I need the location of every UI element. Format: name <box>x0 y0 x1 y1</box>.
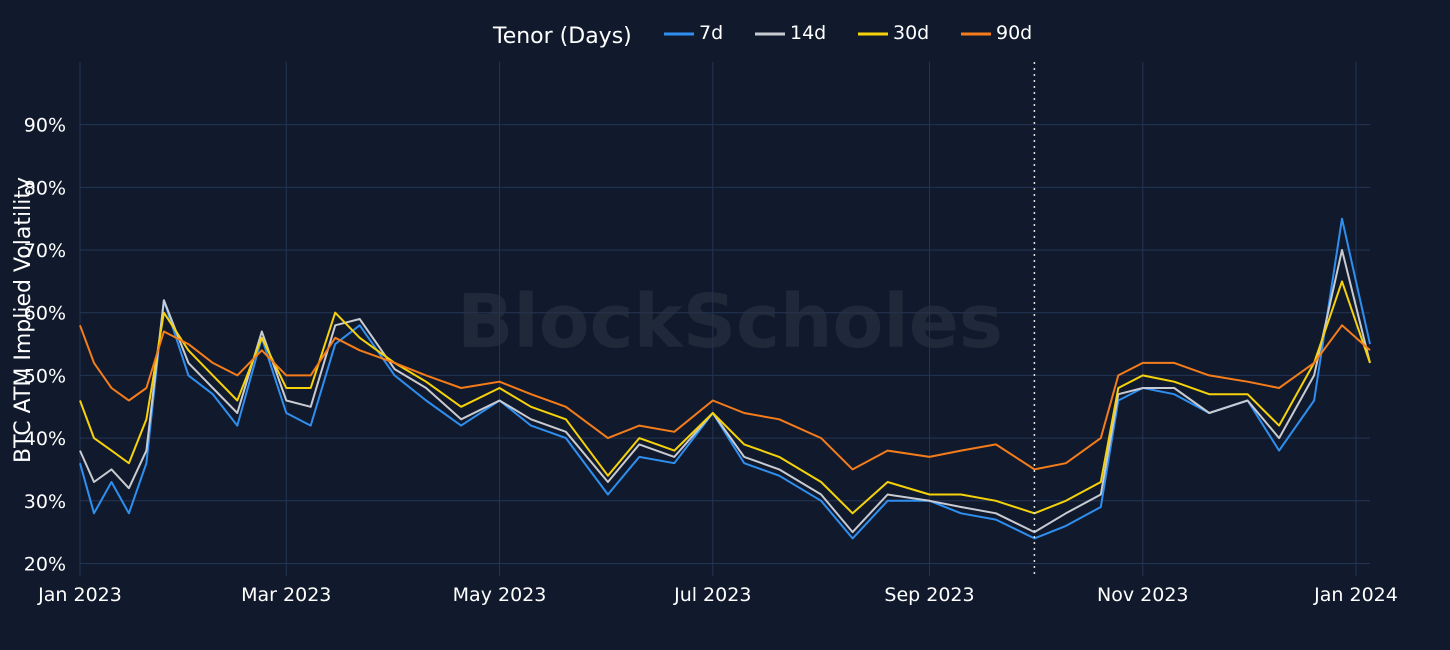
legend-item-90d[interactable]: 90d <box>961 22 1032 44</box>
x-tick-label: Jan 2023 <box>37 584 122 606</box>
y-tick-label: 70% <box>24 240 66 262</box>
legend-item-7d[interactable]: 7d <box>664 22 723 44</box>
x-tick-label: May 2023 <box>453 584 547 606</box>
legend-label: 14d <box>790 22 826 44</box>
legend-label: 7d <box>699 22 723 44</box>
x-tick-label: Sep 2023 <box>884 584 974 606</box>
legend[interactable]: Tenor (Days) 7d 14d 30d 90d <box>492 22 1032 49</box>
y-tick-label: 50% <box>24 365 66 387</box>
x-tick-label: Nov 2023 <box>1097 584 1188 606</box>
legend-items[interactable]: 7d 14d 30d 90d <box>664 22 1032 44</box>
y-tick-label: 30% <box>24 491 66 513</box>
legend-label: 90d <box>996 22 1032 44</box>
series-line-7d <box>79 217 1371 540</box>
series-layer <box>79 62 1371 576</box>
legend-item-14d[interactable]: 14d <box>755 22 826 44</box>
legend-title: Tenor (Days) <box>492 24 632 49</box>
legend-label: 30d <box>893 22 929 44</box>
y-axis-title: BTC ATM Implied Volatility <box>11 177 36 463</box>
axis-layer: 20% 30% 40% 50% 60% 70% 80% 90% Jan 2023 Mar 2023… <box>24 115 1398 606</box>
y-tick-label: 60% <box>24 303 66 325</box>
watermark: BlockScholes <box>457 279 1003 365</box>
x-tick-label: Mar 2023 <box>241 584 331 606</box>
y-tick-label: 80% <box>24 177 66 199</box>
y-tick-label: 40% <box>24 428 66 450</box>
legend-item-30d[interactable]: 30d <box>858 22 929 44</box>
series-line-14d <box>79 249 1371 534</box>
y-tick-label: 90% <box>24 115 66 137</box>
series-line-30d <box>79 280 1371 515</box>
x-tick-label: Jul 2023 <box>673 584 751 606</box>
series-line-90d <box>79 324 1371 471</box>
x-tick-label: Jan 2024 <box>1313 584 1398 606</box>
y-tick-label: 20% <box>24 553 66 575</box>
grid-layer <box>79 62 1370 576</box>
